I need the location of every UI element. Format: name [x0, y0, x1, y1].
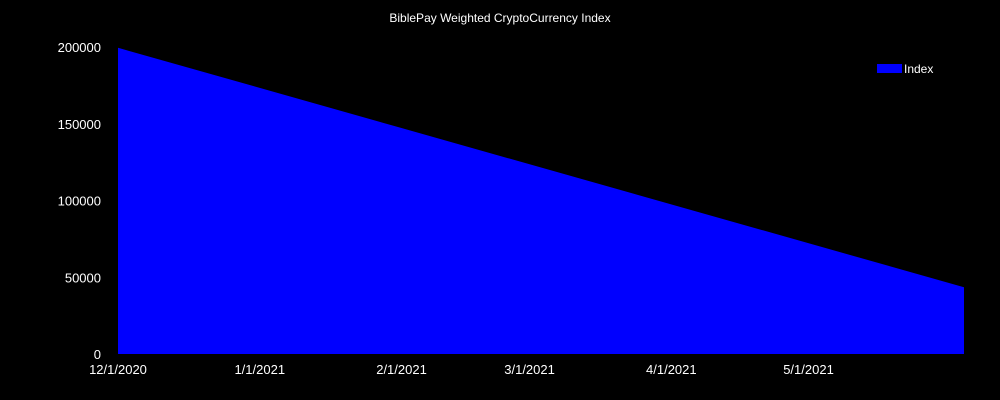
- chart-title: BiblePay Weighted CryptoCurrency Index: [389, 11, 610, 25]
- legend: Index: [877, 62, 933, 76]
- x-tick-label: 3/1/2021: [504, 362, 555, 377]
- x-tick-label: 12/1/2020: [89, 362, 147, 377]
- plot-area: [118, 47, 964, 354]
- x-tick-label: 4/1/2021: [646, 362, 697, 377]
- y-tick-label: 150000: [58, 117, 101, 132]
- x-tick-label: 2/1/2021: [376, 362, 427, 377]
- y-tick-label: 100000: [58, 194, 101, 209]
- y-tick-label: 50000: [65, 270, 101, 285]
- legend-swatch-index: [877, 64, 902, 73]
- y-tick-label: 0: [94, 347, 101, 362]
- y-axis: 0 50000 100000 150000 200000: [58, 40, 101, 362]
- x-tick-label: 1/1/2021: [234, 362, 285, 377]
- area-series-index: [118, 47, 964, 354]
- x-axis: 12/1/2020 1/1/2021 2/1/2021 3/1/2021 4/1/202…: [89, 362, 834, 377]
- y-tick-label: 200000: [58, 40, 101, 55]
- x-tick-label: 5/1/2021: [783, 362, 834, 377]
- legend-label-index: Index: [904, 62, 933, 76]
